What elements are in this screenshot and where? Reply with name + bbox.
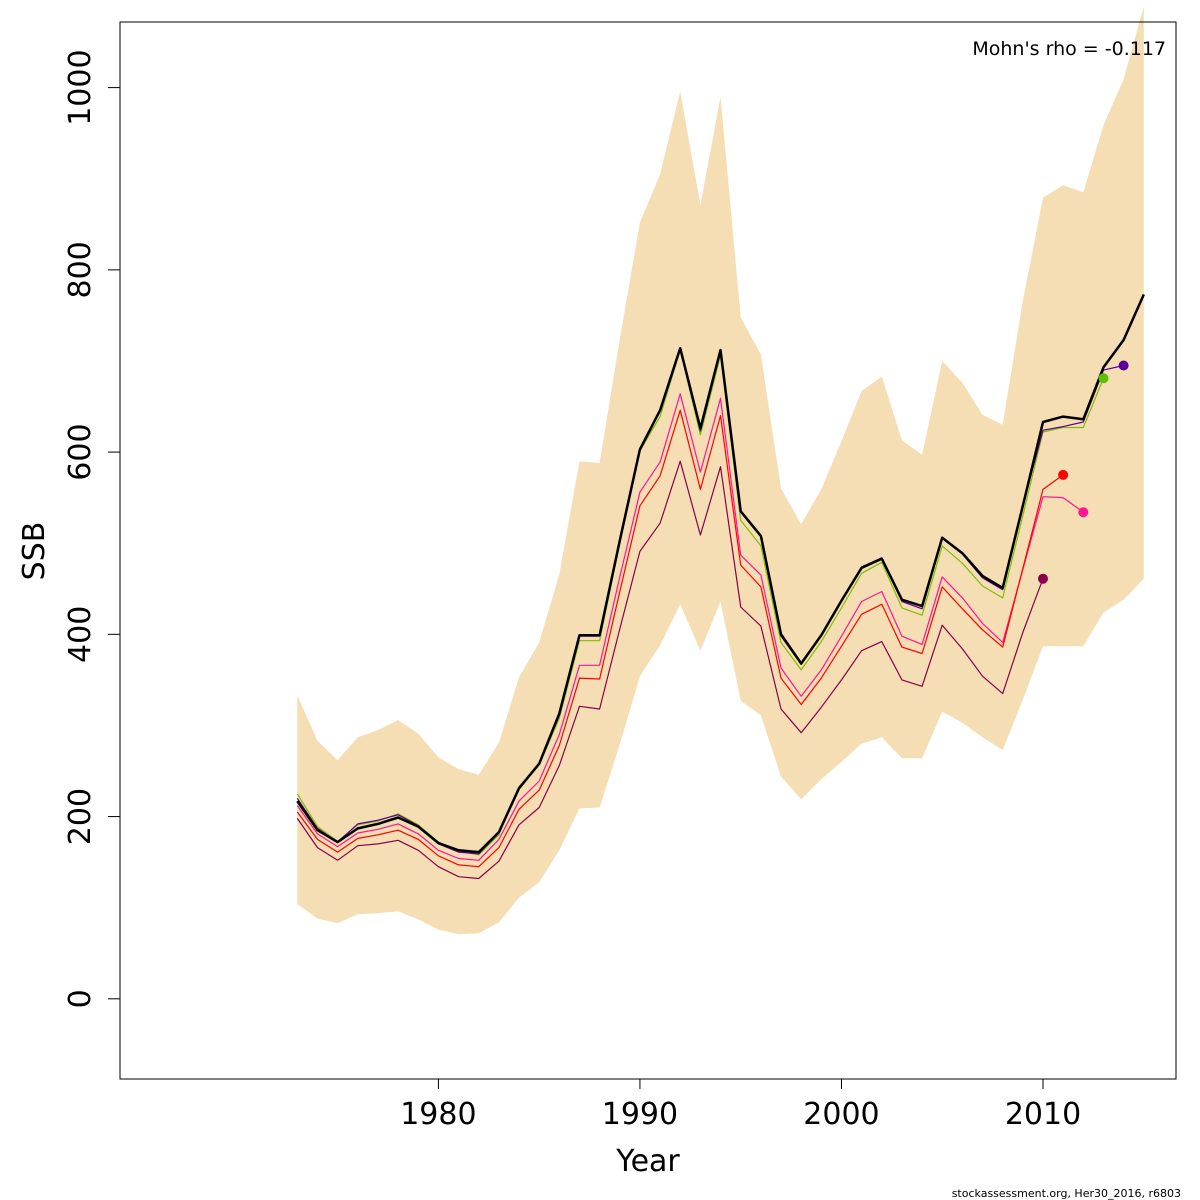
y-tick-label: 800	[63, 241, 98, 298]
source-credit: stockassessment.org, Her30_2016, r6803	[952, 1187, 1181, 1200]
y-axis: 0 200 400 600 800 1000	[63, 49, 121, 1008]
series-line-retro-5	[296, 460, 1044, 880]
x-axis-label: Year	[615, 1144, 680, 1179]
retro-end-point-5	[1038, 573, 1048, 584]
series-line-retro-3	[296, 393, 1084, 861]
mohns-rho-annotation: Mohn's rho = -0.117	[972, 38, 1166, 60]
series-line-base	[296, 293, 1145, 854]
y-tick-label: 0	[63, 989, 98, 1008]
retro-end-point-4	[1058, 469, 1069, 480]
retro-end-point-1	[1098, 373, 1109, 384]
retro-end-points	[1038, 360, 1129, 584]
x-axis: 1980 1990 2000 2010	[400, 1078, 1081, 1132]
y-axis-label: SSB	[17, 522, 52, 581]
y-tick-label: 200	[63, 788, 98, 845]
y-tick-label: 1000	[63, 49, 98, 125]
x-tick-label: 2000	[803, 1097, 879, 1132]
retro-end-point-2	[1118, 360, 1129, 371]
y-tick-label: 600	[63, 423, 98, 480]
y-tick-label: 400	[63, 606, 98, 663]
series-line-retro-4	[296, 409, 1064, 868]
x-tick-label: 1990	[602, 1097, 678, 1132]
retro-end-point-3	[1078, 507, 1089, 518]
x-tick-label: 1980	[400, 1097, 476, 1132]
series-lines	[296, 293, 1145, 880]
x-tick-label: 2010	[1005, 1097, 1081, 1132]
